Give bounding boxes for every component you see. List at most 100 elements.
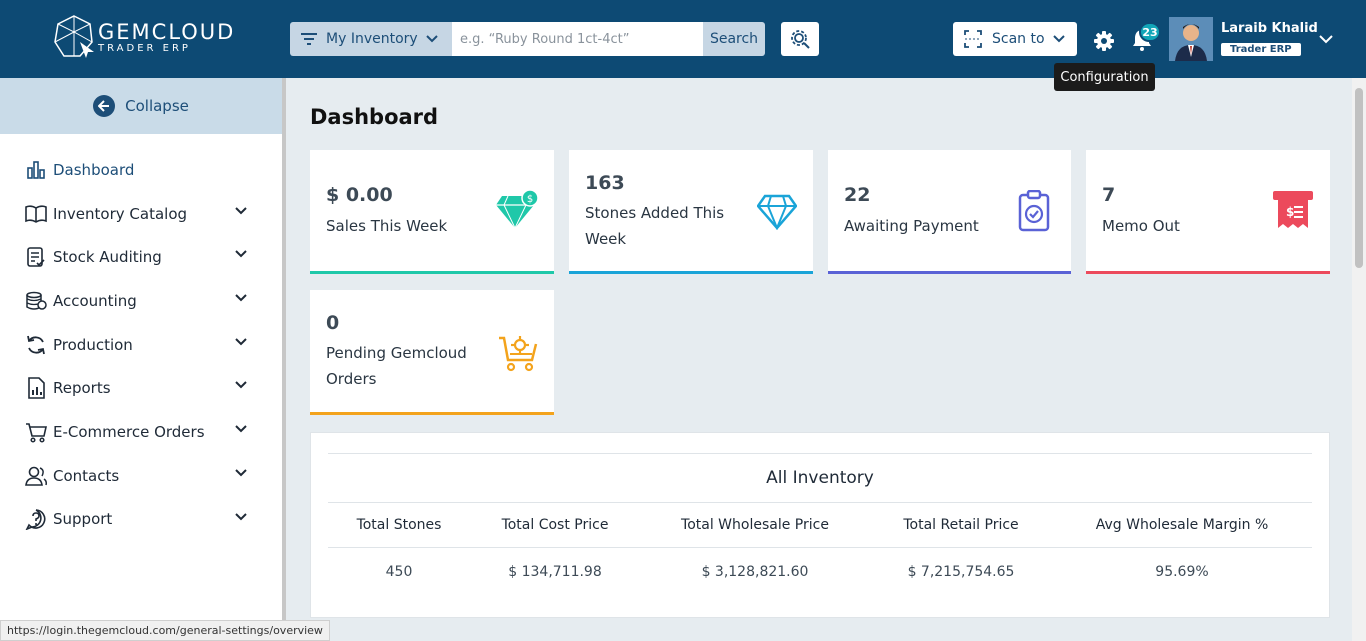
stat-accent-bar xyxy=(310,271,554,274)
stat-card-pending-orders[interactable]: 0 Pending Gemcloud Orders xyxy=(310,290,554,415)
stat-label: Stones Added This Week xyxy=(585,204,725,248)
chevron-down-icon xyxy=(425,35,438,43)
sidebar-item-label: Stock Auditing xyxy=(53,248,162,267)
search-settings-button[interactable] xyxy=(781,22,819,56)
sidebar: Collapse Dashboard Inventory Catalog Sto… xyxy=(0,78,282,641)
search-input[interactable] xyxy=(452,22,703,56)
chevron-down-icon[interactable] xyxy=(1318,34,1334,44)
gemcloud-logo[interactable]: GEMCLOUD TRADER ERP xyxy=(52,14,242,62)
sidebar-item-inventory-catalog[interactable]: Inventory Catalog xyxy=(0,192,282,236)
scan-icon xyxy=(964,30,982,48)
sidebar-item-stock-auditing[interactable]: Stock Auditing xyxy=(0,235,282,279)
sidebar-item-dashboard[interactable]: Dashboard xyxy=(0,148,282,192)
gem-logo-icon xyxy=(54,15,94,58)
top-bar: GEMCLOUD TRADER ERP My Inventory Search xyxy=(0,0,1366,78)
cart-gear-icon xyxy=(499,336,538,372)
stat-card-stones-added[interactable]: 163 Stones Added This Week xyxy=(569,150,813,274)
arrow-left-icon xyxy=(93,95,116,117)
search-settings-icon xyxy=(791,30,810,49)
sidebar-item-label: Reports xyxy=(53,379,111,398)
cell-avg-wholesale-margin: 95.69% xyxy=(1155,563,1209,580)
chevron-down-icon xyxy=(235,469,247,477)
user-name[interactable]: Laraib Khalid xyxy=(1221,21,1318,36)
user-role-badge: Trader ERP xyxy=(1221,43,1301,56)
scrollbar-thumb[interactable] xyxy=(1355,88,1363,268)
filter-icon xyxy=(301,33,317,45)
sidebar-item-accounting[interactable]: Accounting xyxy=(0,279,282,323)
stat-value: 163 xyxy=(585,172,625,194)
search-scope-select[interactable]: My Inventory xyxy=(290,22,452,56)
stat-card-awaiting-payment[interactable]: 22 Awaiting Payment xyxy=(828,150,1071,274)
sidebar-nav: Dashboard Inventory Catalog Stock Auditi… xyxy=(0,134,282,541)
sidebar-item-label: Dashboard xyxy=(53,160,135,179)
avatar[interactable] xyxy=(1169,17,1213,61)
scan-to-label: Scan to xyxy=(992,31,1045,47)
inventory-summary-header: Total Stones Total Cost Price Total Whol… xyxy=(328,503,1312,548)
sidebar-item-production[interactable]: Production xyxy=(0,323,282,367)
chevron-down-icon xyxy=(235,425,247,433)
sidebar-item-ecommerce-orders[interactable]: E-Commerce Orders xyxy=(0,410,282,454)
chevron-down-icon xyxy=(235,512,247,520)
brand-tagline: TRADER ERP xyxy=(98,43,191,54)
stat-value: 22 xyxy=(844,184,871,206)
stat-label: Sales This Week xyxy=(326,217,448,235)
sidebar-item-label: E-Commerce Orders xyxy=(53,422,205,441)
stat-label: Pending Gemcloud Orders xyxy=(326,344,467,388)
cell-total-retail-price: $ 7,215,754.65 xyxy=(907,563,1015,580)
search-button[interactable]: Search xyxy=(703,22,765,56)
stat-accent-bar xyxy=(828,271,1071,274)
collapse-button[interactable]: Collapse xyxy=(0,78,282,134)
book-icon xyxy=(25,203,47,225)
cell-total-cost-price: $ 134,711.98 xyxy=(508,563,602,580)
user-avatar-icon xyxy=(1169,17,1213,61)
page-title: Dashboard xyxy=(310,105,439,129)
clipboard-check-icon xyxy=(1018,190,1050,232)
stat-accent-bar xyxy=(1086,271,1330,274)
users-icon xyxy=(25,465,47,487)
header-avg-wholesale-margin: Avg Wholesale Margin % xyxy=(1095,517,1269,533)
sidebar-item-support[interactable]: Support xyxy=(0,498,282,542)
memo-receipt-icon: $ xyxy=(1273,191,1313,228)
cell-total-wholesale-price: $ 3,128,821.60 xyxy=(701,563,809,580)
cart-icon xyxy=(25,421,47,443)
cell-total-stones: 450 xyxy=(385,563,413,580)
sidebar-item-label: Inventory Catalog xyxy=(53,204,188,223)
chevron-down-icon xyxy=(235,338,247,346)
stat-label: Awaiting Payment xyxy=(844,217,979,235)
notification-badge: 23 xyxy=(1139,22,1161,42)
search-bar: My Inventory Search xyxy=(290,22,765,56)
search-scope-label: My Inventory xyxy=(326,31,418,47)
stat-card-sales-this-week[interactable]: $ 0.00 Sales This Week $ xyxy=(310,150,554,274)
stat-value: 7 xyxy=(1102,184,1116,206)
gear-icon[interactable] xyxy=(1093,30,1115,52)
sidebar-divider xyxy=(282,78,286,641)
sidebar-item-label: Contacts xyxy=(53,466,120,485)
stat-accent-bar xyxy=(310,412,554,415)
svg-text:$: $ xyxy=(1286,205,1294,219)
collapse-label: Collapse xyxy=(125,97,189,115)
stat-value: 0 xyxy=(326,312,340,334)
stat-value: $ 0.00 xyxy=(326,184,393,206)
header-total-cost-price: Total Cost Price xyxy=(501,517,609,533)
sidebar-item-contacts[interactable]: Contacts xyxy=(0,454,282,498)
main-content: Dashboard $ 0.00 Sales This Week $ 163 S… xyxy=(286,78,1352,641)
scan-to-button[interactable]: Scan to xyxy=(953,22,1077,56)
status-url: https://login.thegemcloud.com/general-se… xyxy=(0,620,330,641)
clipboard-icon xyxy=(25,246,47,268)
diamond-icon xyxy=(757,194,797,230)
sidebar-item-reports[interactable]: Reports xyxy=(0,366,282,410)
chevron-down-icon xyxy=(235,206,247,215)
chevron-down-icon xyxy=(235,294,247,302)
page-scrollbar[interactable] xyxy=(1352,78,1366,641)
stat-label: Memo Out xyxy=(1102,217,1180,235)
header-total-retail-price: Total Retail Price xyxy=(903,517,1019,533)
coins-icon xyxy=(25,290,47,312)
chevron-down-icon xyxy=(235,381,247,389)
sidebar-item-label: Production xyxy=(53,335,133,354)
report-icon xyxy=(25,377,47,400)
chart-bar-icon xyxy=(25,159,47,181)
diamond-dollar-icon: $ xyxy=(496,190,539,230)
stat-card-memo-out[interactable]: 7 Memo Out $ xyxy=(1086,150,1330,274)
inventory-summary-title: All Inventory xyxy=(328,453,1312,503)
chevron-down-icon xyxy=(1052,35,1065,43)
